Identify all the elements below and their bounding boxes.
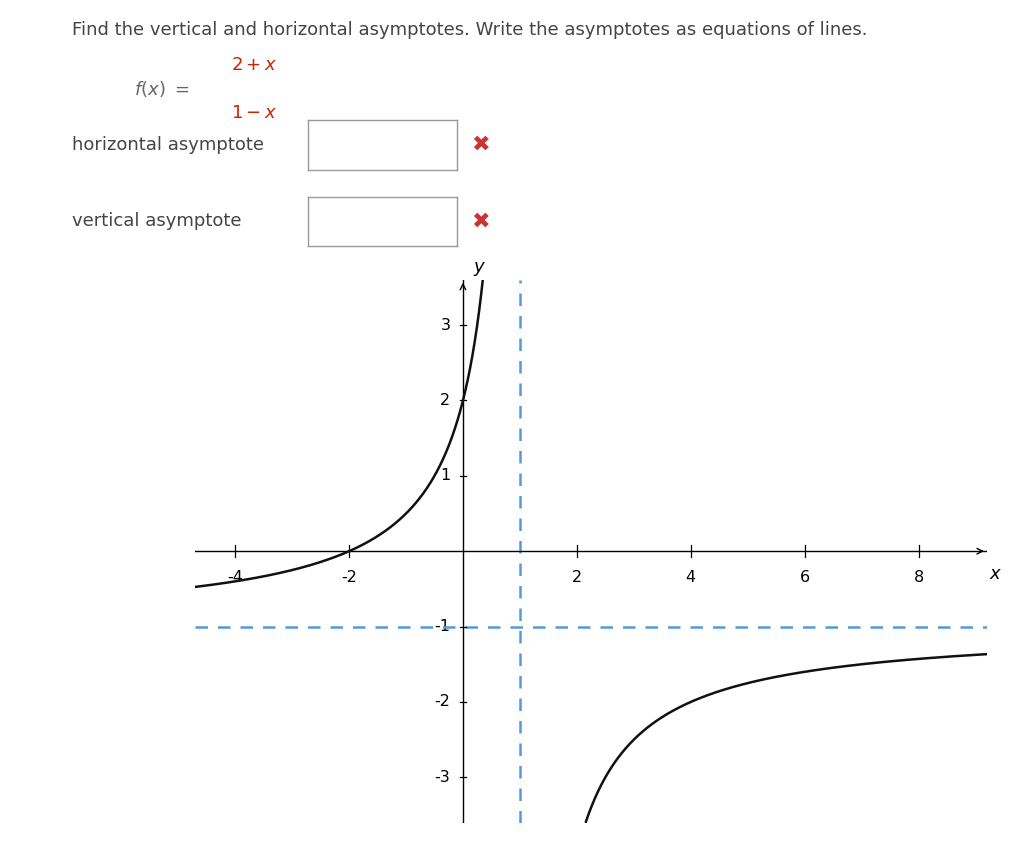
- Text: -2: -2: [341, 570, 357, 585]
- Text: y: y: [473, 258, 484, 276]
- Text: 4: 4: [686, 570, 696, 585]
- Text: 1: 1: [440, 468, 450, 483]
- Text: $2 + x$: $2 + x$: [231, 56, 278, 75]
- Text: -3: -3: [435, 770, 450, 785]
- Text: 6: 6: [800, 570, 810, 585]
- Text: x: x: [990, 565, 1000, 583]
- Text: ✖: ✖: [471, 135, 489, 155]
- Text: -2: -2: [435, 695, 450, 710]
- Text: -4: -4: [227, 570, 243, 585]
- Text: horizontal asymptote: horizontal asymptote: [72, 136, 264, 154]
- Text: vertical asymptote: vertical asymptote: [72, 212, 242, 231]
- Text: 2: 2: [440, 393, 450, 408]
- Text: Find the vertical and horizontal asymptotes. Write the asymptotes as equations o: Find the vertical and horizontal asympto…: [72, 21, 868, 39]
- Text: ✖: ✖: [471, 211, 489, 232]
- Text: $1 - x$: $1 - x$: [231, 103, 278, 122]
- Text: $f(x)\ =$: $f(x)\ =$: [134, 79, 189, 99]
- Text: 3: 3: [440, 317, 450, 332]
- Text: 2: 2: [572, 570, 582, 585]
- Text: -1: -1: [435, 619, 450, 634]
- Text: 8: 8: [914, 570, 924, 585]
